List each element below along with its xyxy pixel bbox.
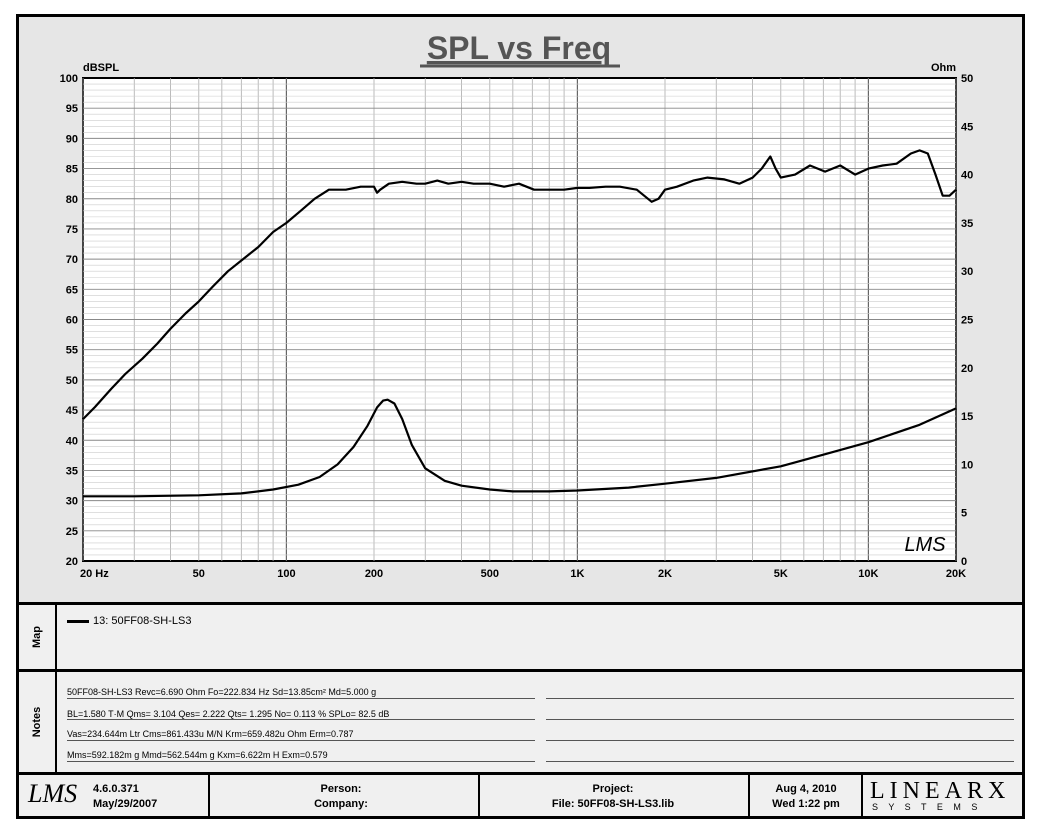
y-right-tick-label: 30	[961, 266, 973, 278]
y-left-tick-label: 55	[66, 345, 78, 357]
x-tick-label: 200	[365, 568, 383, 580]
x-tick-label: 10K	[858, 568, 878, 580]
y-right-unit: Ohm	[931, 62, 956, 74]
y-left-tick-label: 50	[66, 375, 78, 387]
company-label: Company:	[314, 798, 368, 810]
brand-logo: LINEARX	[870, 778, 1011, 804]
y-right-tick-label: 20	[961, 363, 973, 375]
map-label: Map	[19, 605, 57, 669]
map-panel	[19, 605, 1022, 669]
axis-labels: 20 25 30 35 40 45 50 55 60 65 70 75 80 85 90 95 100 0 5 10 1…	[60, 73, 974, 580]
x-tick-label: 50	[193, 568, 205, 580]
note-underline	[67, 719, 535, 720]
brand-subtitle: S Y S T E M S	[872, 802, 982, 812]
y-right-tick-label: 35	[961, 218, 973, 230]
date: Aug 4, 2010	[775, 783, 837, 795]
time: Wed 1:22 pm	[772, 798, 840, 810]
footer-logo: LMS	[28, 779, 78, 808]
y-right-tick-label: 15	[961, 411, 973, 423]
x-tick-label: 1K	[570, 568, 584, 580]
spl-series-line	[82, 149, 957, 420]
y-right-tick-label: 10	[961, 459, 973, 471]
x-tick-label: 500	[481, 568, 499, 580]
note-row: Mms=592.182m g Mmd=562.544m g Kxm=6.622m…	[67, 750, 328, 760]
x-tick-label: 20 Hz	[80, 568, 109, 580]
chart-title: SPL vs Freq	[427, 30, 611, 66]
note-underline	[546, 719, 1014, 720]
y-left-tick-label: 75	[66, 224, 78, 236]
y-left-tick-label: 60	[66, 315, 78, 327]
y-left-tick-label: 70	[66, 254, 78, 266]
y-left-tick-label: 45	[66, 405, 78, 417]
y-right-tick-label: 0	[961, 556, 967, 568]
note-underline	[67, 761, 535, 762]
divider	[19, 602, 1022, 605]
note-row: 50FF08-SH-LS3 Revc=6.690 Ohm Fo=222.834 …	[67, 687, 377, 697]
file-label: File: 50FF08-SH-LS3.lib	[551, 798, 675, 810]
notes-panel	[19, 672, 1022, 772]
lms-watermark: LMS	[904, 534, 946, 556]
note-underline	[546, 761, 1014, 762]
y-right-tick-label: 40	[961, 170, 973, 182]
y-left-tick-label: 30	[66, 496, 78, 508]
y-left-tick-label: 65	[66, 284, 78, 296]
y-left-tick-label: 100	[60, 73, 78, 85]
legend-line-icon	[67, 619, 89, 623]
footer-panel	[19, 775, 1022, 816]
person-cell	[208, 775, 480, 816]
outer-frame	[16, 14, 1025, 819]
note-underline	[67, 698, 535, 699]
y-right-tick-label: 25	[961, 315, 973, 327]
version: 4.6.0.371	[93, 783, 139, 795]
notes-label: Notes	[19, 672, 57, 772]
brand-cell	[861, 775, 1022, 816]
person-label: Person:	[320, 783, 362, 795]
note-underline	[546, 698, 1014, 699]
note-row: BL=1.580 T·M Qms= 3.104 Qes= 2.222 Qts= …	[67, 709, 390, 719]
build-date: May/29/2007	[93, 798, 158, 810]
project-cell	[478, 775, 750, 816]
impedance-series-line	[83, 398, 957, 498]
y-right-tick-label: 5	[961, 508, 967, 520]
divider	[19, 669, 1022, 672]
note-underline	[67, 740, 535, 741]
y-left-tick-label: 35	[66, 465, 78, 477]
note-row: Vas=234.644m Ltr Cms=861.433u M/N Krm=65…	[67, 729, 354, 739]
map-entry[interactable]: 13: 50FF08-SH-LS3	[67, 615, 191, 627]
y-left-tick-label: 20	[66, 556, 78, 568]
y-left-tick-label: 25	[66, 526, 78, 538]
y-right-tick-label: 45	[961, 121, 973, 133]
x-tick-label: 2K	[658, 568, 672, 580]
y-left-tick-label: 85	[66, 164, 78, 176]
map-entry-label: 13: 50FF08-SH-LS3	[93, 615, 192, 627]
series-layer	[82, 149, 957, 498]
y-left-unit: dBSPL	[83, 62, 119, 74]
y-left-tick-label: 95	[66, 103, 78, 115]
x-tick-label: 5K	[774, 568, 788, 580]
y-right-tick-label: 50	[961, 73, 973, 85]
note-underline	[546, 740, 1014, 741]
divider	[19, 772, 1022, 775]
grid	[82, 78, 957, 561]
y-left-tick-label: 90	[66, 133, 78, 145]
y-left-tick-label: 40	[66, 435, 78, 447]
date-cell	[748, 775, 863, 816]
x-tick-label: 20K	[946, 568, 966, 580]
x-tick-label: 100	[277, 568, 295, 580]
y-left-tick-label: 80	[66, 194, 78, 206]
project-label: Project:	[592, 783, 634, 795]
